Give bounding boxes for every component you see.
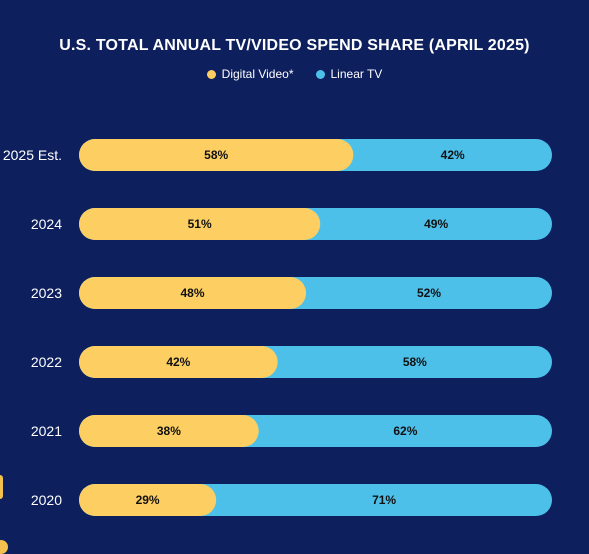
value-label-digital-video-2025-est: 58%	[204, 148, 228, 162]
value-label-linear-tv-2025-est: 42%	[441, 148, 465, 162]
value-label-linear-tv-2020: 71%	[372, 493, 396, 507]
bar-digital-video-2020	[79, 484, 217, 516]
legend-label-digital-video: Digital Video*	[221, 67, 294, 81]
bar-digital-video-2025-est	[79, 139, 354, 171]
category-label-2020: 2020	[31, 492, 62, 508]
category-label-2022: 2022	[31, 354, 62, 370]
category-label-2023: 2023	[31, 285, 62, 301]
value-label-linear-tv-2024: 49%	[424, 217, 448, 231]
legend-swatch-linear-tv	[315, 69, 325, 79]
legend-swatch-digital-video	[206, 69, 216, 79]
value-label-digital-video-2020: 29%	[136, 493, 160, 507]
value-label-digital-video-2024: 51%	[188, 217, 212, 231]
bar-digital-video-2021	[79, 415, 259, 447]
value-label-digital-video-2023: 48%	[181, 286, 205, 300]
chart-title: U.S. TOTAL ANNUAL TV/VIDEO SPEND SHARE (…	[59, 37, 530, 54]
bar-digital-video-2024	[79, 208, 321, 240]
category-label-2024: 2024	[31, 216, 62, 232]
value-label-digital-video-2021: 38%	[157, 424, 181, 438]
legend-item-digital-video: Digital Video*	[206, 67, 294, 81]
legend-item-linear-tv: Linear TV	[315, 67, 383, 81]
value-label-linear-tv-2022: 58%	[403, 355, 427, 369]
bar-digital-video-2022	[79, 346, 278, 378]
legend: Digital Video* Linear TV	[0, 67, 589, 81]
decorative-shape	[0, 475, 3, 499]
bar-digital-video-2023	[79, 277, 307, 309]
decorative-circle	[0, 540, 8, 554]
category-label-2021: 2021	[31, 423, 62, 439]
category-label-2025-est: 2025 Est.	[3, 147, 62, 163]
legend-label-linear-tv: Linear TV	[330, 67, 383, 81]
value-label-digital-video-2022: 42%	[166, 355, 190, 369]
value-label-linear-tv-2023: 52%	[417, 286, 441, 300]
value-label-linear-tv-2021: 62%	[393, 424, 417, 438]
